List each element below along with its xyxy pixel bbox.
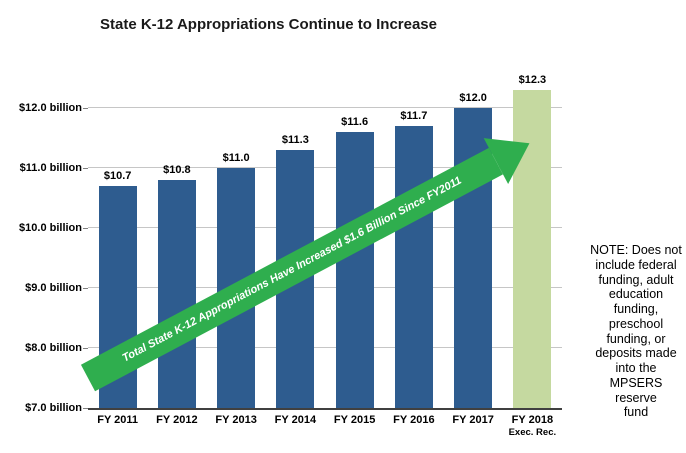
bar-value-label: $11.6 — [341, 116, 369, 128]
x-axis-category-label: FY 2015 — [325, 414, 384, 439]
bar-value-label: $12.0 — [459, 92, 487, 104]
x-axis-category-text: FY 2014 — [274, 414, 317, 426]
x-axis-category-label: FY 2014 — [266, 414, 325, 439]
bar — [335, 132, 374, 408]
bar-value-label: $11.3 — [281, 134, 309, 146]
y-axis-tick-label: $9.0 billion — [25, 282, 82, 294]
x-axis-category-text: FY 2015 — [333, 414, 376, 426]
bar-value-label: $10.7 — [103, 170, 132, 182]
bar — [513, 90, 552, 408]
bar-value-label: $11.0 — [222, 152, 250, 164]
bar-value-label: $11.7 — [400, 110, 428, 122]
bar-slot: $11.6 — [325, 116, 384, 408]
gridline — [88, 167, 562, 168]
gridline — [88, 347, 562, 348]
y-axis-tick-label: $11.0 billion — [19, 162, 82, 174]
y-axis-tick-mark — [83, 288, 88, 289]
x-axis-labels: FY 2011 FY 2012 FY 2013 FY 2014 FY 2015 FY 20… — [88, 414, 562, 439]
x-axis-category-text: FY 2018 — [511, 414, 554, 426]
bar-slot: $12.3 — [503, 74, 562, 408]
bar-value-label: $10.8 — [163, 164, 191, 176]
x-axis-category-text: FY 2017 — [452, 414, 494, 426]
bar — [394, 126, 433, 408]
bar — [157, 180, 196, 408]
x-axis-category-label: FY 2012 — [147, 414, 206, 439]
y-axis-tick-mark — [83, 228, 88, 229]
y-axis-tick-mark — [83, 108, 88, 109]
y-axis-tick-label: $8.0 billion — [25, 342, 82, 354]
note-text: NOTE: Does not include federal funding, … — [590, 243, 682, 420]
x-axis-category-text: FY 2012 — [156, 414, 198, 426]
x-axis-category-subtext: Exec. Rec. — [508, 427, 557, 439]
y-axis-tick-mark — [83, 408, 88, 409]
x-axis-category-text: FY 2011 — [97, 414, 139, 426]
x-axis-category-text: FY 2016 — [393, 414, 435, 426]
x-axis-category-label: FY 2013 — [207, 414, 266, 439]
y-axis-tick-label: $10.0 billion — [19, 222, 82, 234]
bar-slot: $11.7 — [384, 110, 443, 408]
y-axis-tick-mark — [83, 348, 88, 349]
y-axis-tick-label: $12.0 billion — [19, 102, 82, 114]
y-axis-tick-label: $7.0 billion — [25, 402, 82, 414]
x-axis-category-text: FY 2013 — [215, 414, 257, 426]
x-axis-category-label: FY 2017 — [444, 414, 503, 439]
chart-title: State K-12 Appropriations Continue to In… — [100, 16, 437, 33]
x-axis-category-label: FY 2016 — [384, 414, 443, 439]
x-axis-category-label: FY 2011 — [88, 414, 147, 439]
gridline — [88, 287, 562, 288]
gridline — [88, 107, 562, 108]
bar-value-label: $12.3 — [518, 74, 547, 86]
y-axis-tick-mark — [83, 168, 88, 169]
x-axis-category-label: FY 2018 Exec. Rec. — [503, 414, 562, 439]
gridline — [88, 227, 562, 228]
bar-slot: $10.8 — [147, 164, 206, 408]
